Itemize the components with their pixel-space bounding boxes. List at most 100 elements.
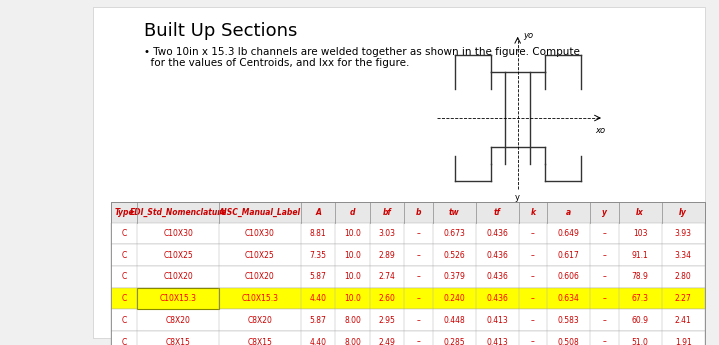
Text: tf: tf (494, 208, 500, 217)
Text: Built Up Sections: Built Up Sections (144, 22, 297, 40)
Text: C8X20: C8X20 (247, 316, 273, 325)
Text: 1.91: 1.91 (674, 337, 692, 345)
Text: 0.379: 0.379 (443, 272, 465, 282)
Text: –: – (531, 272, 535, 282)
Text: C: C (122, 337, 127, 345)
Text: C8X15: C8X15 (247, 337, 273, 345)
Text: 0.436: 0.436 (486, 250, 508, 260)
Text: C8X20: C8X20 (165, 316, 191, 325)
Text: 10.0: 10.0 (344, 229, 361, 238)
Text: A: A (315, 208, 321, 217)
Text: C8X15: C8X15 (165, 337, 191, 345)
Bar (111, 266, 705, 288)
Text: tw: tw (449, 208, 459, 217)
Text: 8.00: 8.00 (344, 337, 361, 345)
Text: 0.436: 0.436 (486, 272, 508, 282)
Text: –: – (531, 250, 535, 260)
Text: 2.80: 2.80 (674, 272, 692, 282)
Text: d: d (349, 208, 355, 217)
Text: C10X30: C10X30 (245, 229, 275, 238)
Text: 10.0: 10.0 (344, 250, 361, 260)
Text: 3.93: 3.93 (674, 229, 692, 238)
Text: C10X20: C10X20 (163, 272, 193, 282)
Bar (111, 223, 705, 244)
Text: Ix: Ix (636, 208, 644, 217)
Text: –: – (416, 229, 421, 238)
Text: y: y (602, 208, 607, 217)
Text: –: – (416, 250, 421, 260)
Text: 4.40: 4.40 (310, 294, 326, 303)
Text: 7.35: 7.35 (310, 250, 326, 260)
Text: –: – (531, 316, 535, 325)
Text: 0.606: 0.606 (558, 272, 580, 282)
Text: 5.87: 5.87 (310, 316, 326, 325)
Text: 67.3: 67.3 (631, 294, 649, 303)
Text: 0.649: 0.649 (558, 229, 580, 238)
Bar (111, 244, 705, 266)
Text: 3.03: 3.03 (378, 229, 395, 238)
Text: 0.583: 0.583 (558, 316, 580, 325)
Text: 0.413: 0.413 (486, 337, 508, 345)
Bar (111, 288, 705, 309)
Text: 60.9: 60.9 (631, 316, 649, 325)
Text: 103: 103 (633, 229, 647, 238)
Text: 5.87: 5.87 (310, 272, 326, 282)
Text: C10X15.3: C10X15.3 (160, 294, 197, 303)
Text: 2.27: 2.27 (674, 294, 692, 303)
Text: 8.81: 8.81 (310, 229, 326, 238)
Text: C10X25: C10X25 (245, 250, 275, 260)
Text: Type: Type (114, 208, 134, 217)
Text: C10X15.3: C10X15.3 (242, 294, 278, 303)
Text: • Two 10in x 15.3 lb channels are welded together as shown in the figure. Comput: • Two 10in x 15.3 lb channels are welded… (144, 47, 580, 68)
Text: –: – (531, 337, 535, 345)
Text: 0.436: 0.436 (486, 229, 508, 238)
Bar (137, 288, 219, 309)
Bar (111, 202, 705, 223)
Text: 78.9: 78.9 (631, 272, 649, 282)
Text: 4.40: 4.40 (310, 337, 326, 345)
Bar (93, 7, 705, 338)
Text: –: – (603, 337, 606, 345)
Text: C10X30: C10X30 (163, 229, 193, 238)
Text: –: – (603, 294, 606, 303)
Text: C: C (122, 250, 127, 260)
Text: b: b (416, 208, 421, 217)
Text: 0.673: 0.673 (443, 229, 465, 238)
Text: 0.413: 0.413 (486, 316, 508, 325)
Text: C10X25: C10X25 (163, 250, 193, 260)
Text: C: C (122, 294, 127, 303)
Text: –: – (603, 316, 606, 325)
Bar (111, 331, 705, 345)
Text: –: – (416, 316, 421, 325)
Text: –: – (603, 250, 606, 260)
Text: –: – (416, 272, 421, 282)
Text: 0.617: 0.617 (558, 250, 580, 260)
Text: –: – (531, 294, 535, 303)
Text: EDI_Std_Nomenclature: EDI_Std_Nomenclature (129, 208, 226, 217)
Text: 10.0: 10.0 (344, 272, 361, 282)
Text: 0.526: 0.526 (443, 250, 465, 260)
Text: Iy: Iy (679, 208, 687, 217)
Text: 2.41: 2.41 (674, 316, 692, 325)
Text: 0.448: 0.448 (443, 316, 465, 325)
Bar (111, 309, 705, 331)
Text: 2.89: 2.89 (379, 250, 395, 260)
Text: 0.436: 0.436 (486, 294, 508, 303)
Text: AISC_Manual_Label: AISC_Manual_Label (219, 208, 301, 217)
Text: 51.0: 51.0 (631, 337, 649, 345)
Text: 0.508: 0.508 (558, 337, 580, 345)
Text: 8.00: 8.00 (344, 316, 361, 325)
Text: 0.240: 0.240 (443, 294, 465, 303)
Text: 2.60: 2.60 (378, 294, 395, 303)
Text: 0.285: 0.285 (444, 337, 465, 345)
Text: 0.634: 0.634 (558, 294, 580, 303)
Text: xo: xo (595, 126, 605, 135)
Text: C10X20: C10X20 (245, 272, 275, 282)
Text: C: C (122, 316, 127, 325)
Text: y: y (516, 193, 520, 202)
Text: a: a (566, 208, 571, 217)
Text: –: – (416, 337, 421, 345)
Text: C: C (122, 272, 127, 282)
Text: –: – (416, 294, 421, 303)
Text: 2.49: 2.49 (378, 337, 395, 345)
